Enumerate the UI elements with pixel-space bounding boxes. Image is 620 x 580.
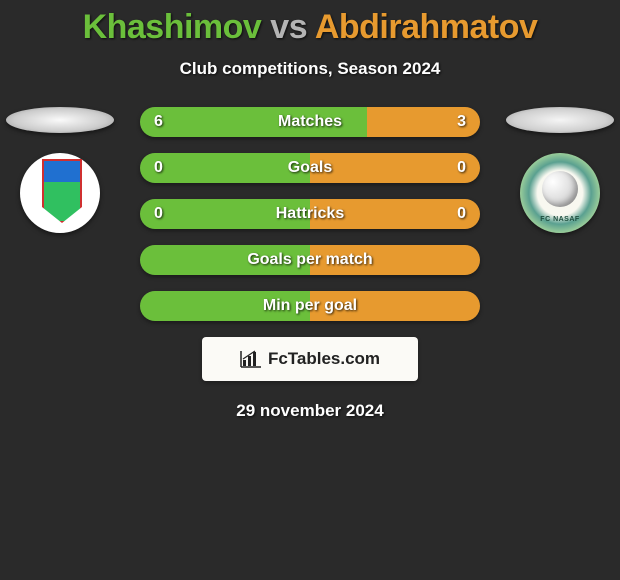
stat-row: Min per goal xyxy=(140,291,480,321)
title-player1: Khashimov xyxy=(83,8,262,46)
stat-label: Goals xyxy=(140,153,480,183)
attribution-box: FcTables.com xyxy=(202,337,418,381)
attribution-text: FcTables.com xyxy=(268,349,380,369)
stat-row: 00Hattricks xyxy=(140,199,480,229)
player2-photo xyxy=(506,107,614,133)
title-player2: Abdirahmatov xyxy=(315,8,538,46)
stat-label: Hattricks xyxy=(140,199,480,229)
stat-label: Min per goal xyxy=(140,291,480,321)
stat-label: Goals per match xyxy=(140,245,480,275)
player1-photo xyxy=(6,107,114,133)
player1-club-logo xyxy=(20,153,100,233)
stats-area: 63Matches 00Goals 00Hattricks Goals per mat… xyxy=(0,107,620,321)
player2-column xyxy=(500,107,620,233)
date-text: 29 november 2024 xyxy=(0,401,620,421)
title-vs: vs xyxy=(270,8,307,46)
stat-bars: 63Matches 00Goals 00Hattricks Goals per mat… xyxy=(140,107,480,321)
comparison-infographic: Khashimov vs Abdirahmatov Club competiti… xyxy=(0,0,620,580)
subtitle: Club competitions, Season 2024 xyxy=(0,59,620,79)
stat-row: 63Matches xyxy=(140,107,480,137)
page-title: Khashimov vs Abdirahmatov xyxy=(0,0,620,47)
player2-club-logo xyxy=(520,153,600,233)
chart-icon xyxy=(240,350,262,368)
stat-label: Matches xyxy=(140,107,480,137)
player1-column xyxy=(0,107,120,233)
stat-row: 00Goals xyxy=(140,153,480,183)
stat-row: Goals per match xyxy=(140,245,480,275)
